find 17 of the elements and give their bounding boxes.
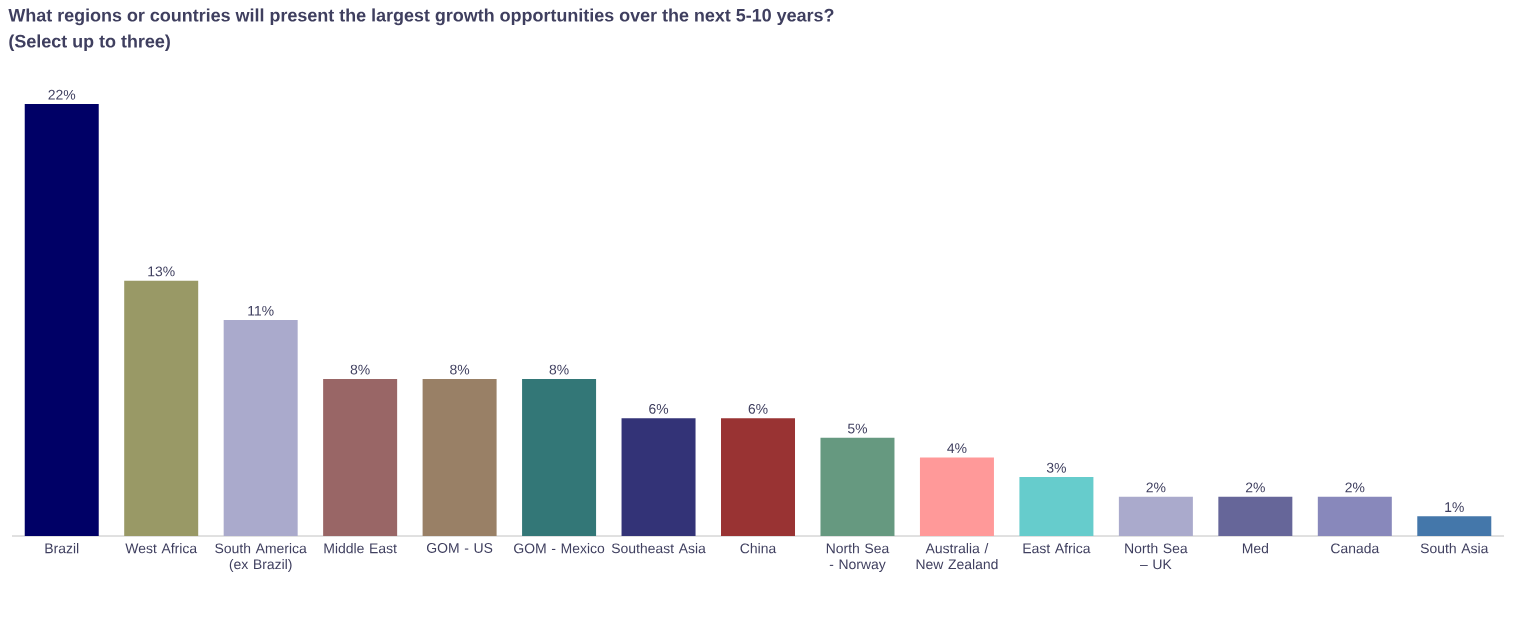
bar [1118,496,1193,536]
bar [223,320,298,536]
bar [721,418,796,536]
bar [1417,516,1492,536]
bar [323,378,398,536]
bar [820,437,895,536]
chart-title: What regions or countries will present the largest growth opportunities over the next 5-10 years? [8,8,834,26]
bar [1019,477,1094,536]
bar [1317,496,1392,536]
chart-subtitle: (Select up to three) [9,34,170,52]
bar [919,457,994,536]
bar [422,378,497,536]
bar [24,104,99,536]
bar [621,418,696,536]
bar [522,378,597,536]
bar [1218,496,1293,536]
bar [124,280,199,536]
